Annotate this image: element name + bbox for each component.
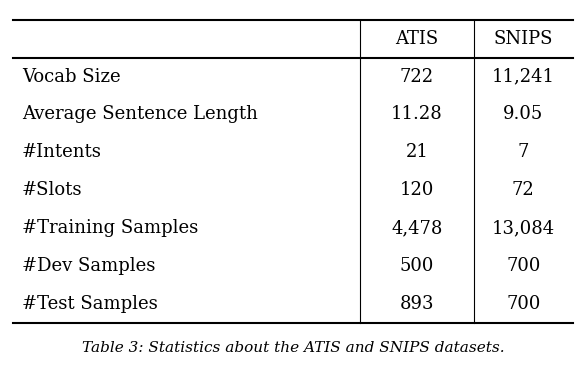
Text: 722: 722 — [400, 68, 434, 86]
Text: Average Sentence Length: Average Sentence Length — [22, 106, 258, 124]
Text: Vocab Size: Vocab Size — [22, 68, 121, 86]
Text: 700: 700 — [506, 257, 540, 275]
Text: 9.05: 9.05 — [503, 106, 543, 124]
Text: SNIPS: SNIPS — [493, 30, 553, 48]
Text: 893: 893 — [400, 295, 434, 313]
Text: #Slots: #Slots — [22, 181, 82, 199]
Text: 500: 500 — [400, 257, 434, 275]
Text: 7: 7 — [517, 143, 529, 161]
Text: 700: 700 — [506, 295, 540, 313]
Text: #Dev Samples: #Dev Samples — [22, 257, 155, 275]
Text: #Training Samples: #Training Samples — [22, 219, 198, 237]
Text: #Intents: #Intents — [22, 143, 102, 161]
Text: 120: 120 — [400, 181, 434, 199]
Text: 72: 72 — [512, 181, 535, 199]
Text: #Test Samples: #Test Samples — [22, 295, 158, 313]
Text: 21: 21 — [406, 143, 428, 161]
Text: 11.28: 11.28 — [391, 106, 443, 124]
Text: ATIS: ATIS — [396, 30, 438, 48]
Text: 11,241: 11,241 — [492, 68, 555, 86]
Text: 4,478: 4,478 — [391, 219, 442, 237]
Text: Table 3: Statistics about the ATIS and SNIPS datasets.: Table 3: Statistics about the ATIS and S… — [81, 341, 505, 355]
Text: 13,084: 13,084 — [492, 219, 555, 237]
